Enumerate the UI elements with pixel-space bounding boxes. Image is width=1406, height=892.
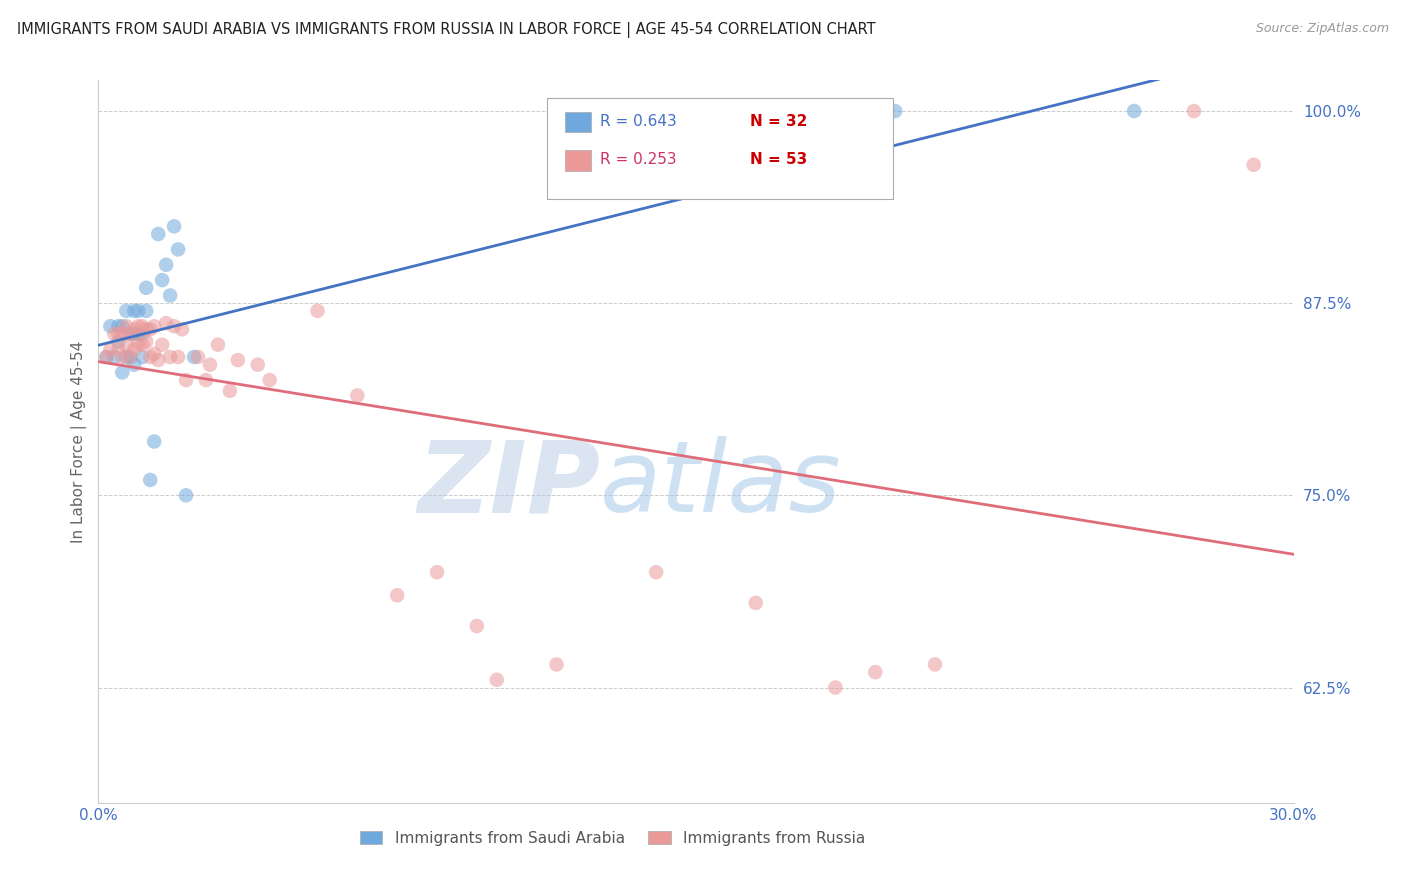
Point: [131, 337, 153, 351]
Point: [135, 304, 157, 318]
Text: atlas: atlas: [600, 436, 842, 533]
Y-axis label: In Labor Force | Age 45-54: In Labor Force | Age 45-54: [72, 341, 87, 542]
Point: [120, 326, 142, 341]
Point: [159, 350, 181, 364]
Text: Source: ZipAtlas.com: Source: ZipAtlas.com: [1256, 22, 1389, 36]
Point: [150, 273, 173, 287]
Point: [98, 319, 122, 334]
Point: [546, 657, 568, 672]
Point: [107, 319, 129, 334]
Point: [135, 281, 157, 295]
Point: [485, 673, 508, 687]
Point: [645, 565, 668, 579]
Point: [135, 334, 157, 349]
Point: [167, 243, 190, 257]
Point: [143, 347, 166, 361]
Point: [163, 219, 186, 234]
Point: [163, 319, 186, 334]
Point: [745, 596, 768, 610]
Point: [127, 337, 149, 351]
Point: [135, 322, 157, 336]
Point: [1243, 158, 1265, 172]
Text: R = 0.643: R = 0.643: [600, 114, 678, 129]
Point: [167, 350, 190, 364]
Point: [865, 665, 887, 680]
Point: [183, 350, 205, 364]
Point: [107, 343, 129, 357]
Text: R = 0.253: R = 0.253: [600, 153, 676, 168]
Point: [120, 326, 142, 341]
Point: [143, 434, 166, 449]
Point: [139, 350, 162, 364]
Point: [127, 319, 149, 334]
Point: [195, 373, 218, 387]
Point: [103, 350, 125, 364]
Point: [159, 288, 181, 302]
Point: [139, 322, 162, 336]
Point: [150, 337, 173, 351]
Point: [174, 488, 197, 502]
Legend: Immigrants from Saudi Arabia, Immigrants from Russia: Immigrants from Saudi Arabia, Immigrants…: [360, 830, 865, 846]
Point: [824, 681, 846, 695]
Point: [246, 358, 269, 372]
Point: [127, 304, 149, 318]
Point: [115, 319, 138, 334]
Point: [1123, 103, 1146, 118]
Point: [131, 350, 153, 364]
Point: [174, 373, 197, 387]
Point: [124, 326, 146, 341]
Point: [124, 358, 146, 372]
Point: [111, 350, 134, 364]
Point: [219, 384, 242, 398]
Point: [139, 473, 162, 487]
Point: [107, 326, 129, 341]
Point: [426, 565, 449, 579]
Text: ZIP: ZIP: [418, 436, 600, 533]
Point: [198, 358, 221, 372]
Point: [103, 326, 125, 341]
Point: [124, 343, 146, 357]
Point: [187, 350, 209, 364]
Point: [385, 588, 409, 602]
Point: [259, 373, 281, 387]
Point: [96, 350, 118, 364]
Point: [124, 322, 146, 336]
Point: [155, 316, 177, 330]
Point: [111, 326, 134, 341]
Text: N = 32: N = 32: [749, 114, 807, 129]
Point: [465, 619, 488, 633]
Point: [115, 350, 138, 364]
Point: [124, 304, 146, 318]
Point: [207, 337, 229, 351]
Point: [155, 258, 177, 272]
Point: [98, 343, 122, 357]
Point: [148, 353, 170, 368]
Point: [884, 103, 907, 118]
Point: [131, 326, 153, 341]
Point: [120, 350, 142, 364]
Point: [172, 322, 194, 336]
Point: [307, 304, 329, 318]
Text: N = 53: N = 53: [749, 153, 807, 168]
Point: [226, 353, 249, 368]
Point: [120, 350, 142, 364]
Point: [115, 304, 138, 318]
Point: [111, 365, 134, 379]
Point: [148, 227, 170, 241]
Point: [96, 350, 118, 364]
Text: IMMIGRANTS FROM SAUDI ARABIA VS IMMIGRANTS FROM RUSSIA IN LABOR FORCE | AGE 45-5: IMMIGRANTS FROM SAUDI ARABIA VS IMMIGRAN…: [17, 22, 876, 38]
FancyBboxPatch shape: [547, 98, 893, 200]
Bar: [565, 112, 591, 132]
Point: [131, 319, 153, 334]
Bar: [565, 151, 591, 170]
Point: [127, 326, 149, 341]
Point: [1182, 103, 1205, 118]
Point: [111, 319, 134, 334]
Point: [924, 657, 946, 672]
Point: [115, 337, 138, 351]
Point: [346, 388, 368, 402]
Point: [143, 319, 166, 334]
Point: [107, 334, 129, 349]
